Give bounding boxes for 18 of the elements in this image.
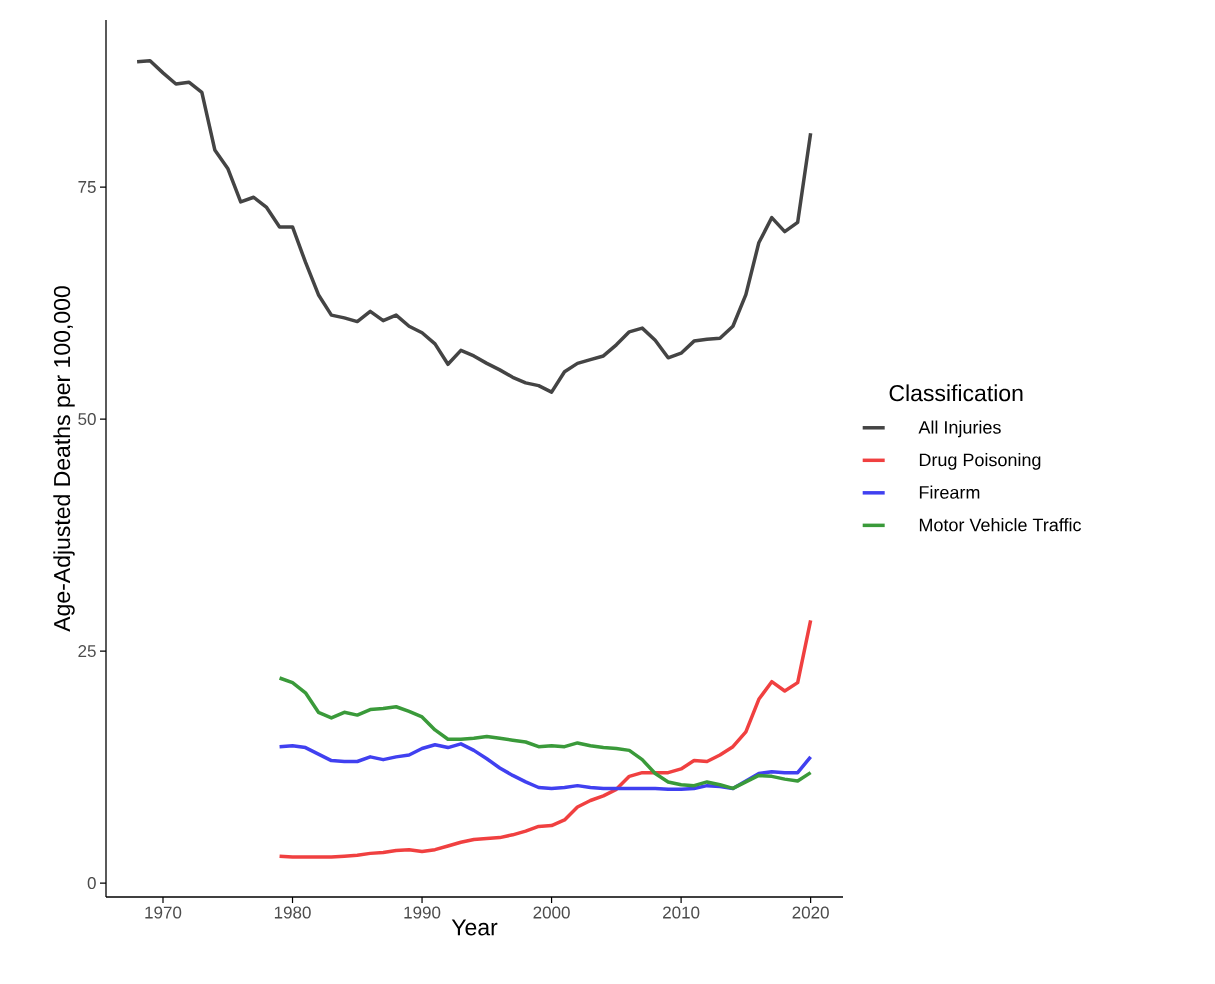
x-axis-title: Year [451, 919, 498, 936]
y-tick-label: 50 [78, 413, 96, 426]
y-axis-title: Age-Adjusted Deaths per 100,000 [53, 286, 75, 632]
x-tick-label: 2020 [792, 906, 829, 919]
x-tick-label: 1980 [274, 906, 311, 919]
x-tick-label: 1970 [145, 906, 182, 919]
y-tick-label: 75 [78, 181, 96, 193]
x-tick-label: 1990 [404, 906, 441, 919]
y-tick-label: 0 [87, 877, 96, 890]
legend-label: Motor Vehicle Traffic [919, 518, 1082, 532]
line-series [135, 59, 813, 394]
x-tick-label: 2000 [533, 906, 570, 919]
y-tick-label: 25 [78, 645, 96, 658]
legend-label: Firearm [919, 485, 980, 499]
legend-label: Drug Poisoning [919, 453, 1041, 470]
legend-title: Classification [889, 384, 1023, 402]
x-tick-label: 2010 [663, 906, 700, 919]
legend-label: All Injuries [918, 420, 1001, 438]
